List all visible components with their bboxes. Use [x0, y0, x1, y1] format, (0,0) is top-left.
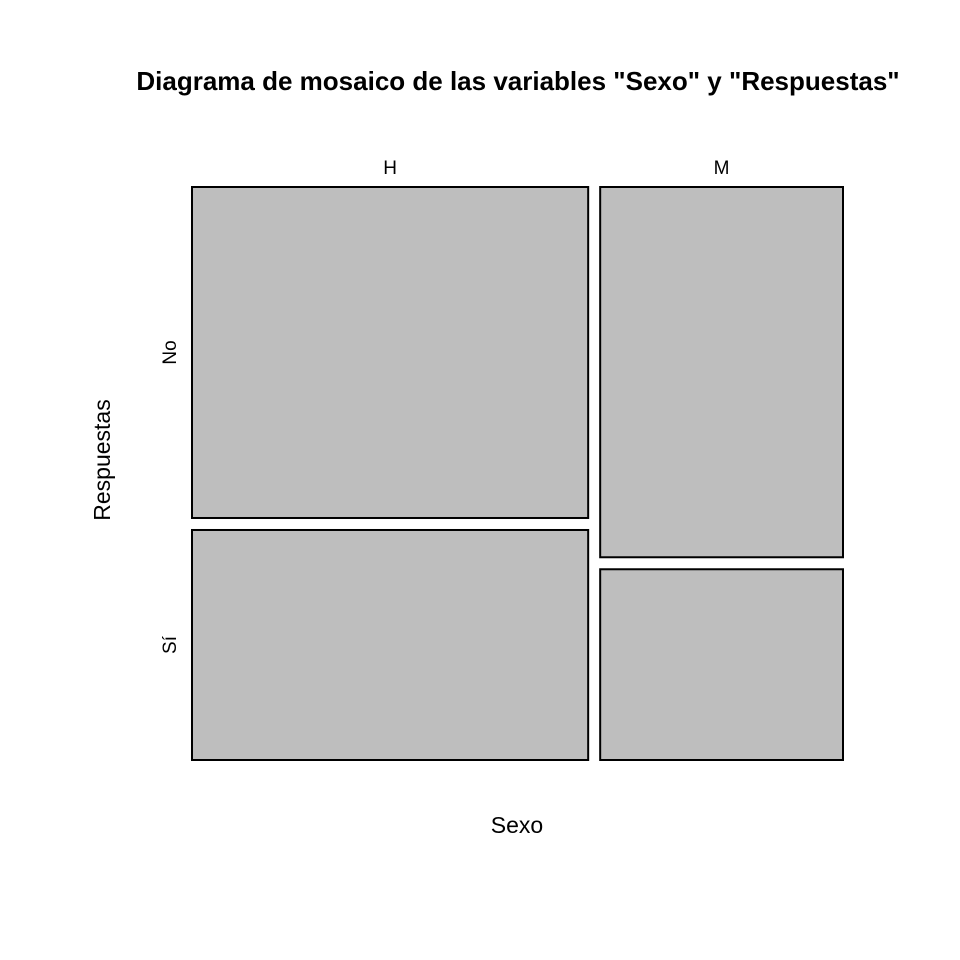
- x-level-label-0: H: [383, 158, 397, 179]
- y-axis-label: Respuestas: [89, 399, 115, 520]
- y-level-label-1: Sí: [160, 635, 181, 654]
- mosaic-tiles: [191, 186, 844, 762]
- x-axis-label: Sexo: [491, 812, 543, 838]
- x-level-label-1: M: [714, 158, 730, 179]
- mosaic-tile-1-0: [599, 186, 844, 559]
- chart-title: Diagrama de mosaico de las variables "Se…: [136, 66, 899, 96]
- y-level-label-0: No: [160, 340, 181, 364]
- mosaic-tile-0-1: [191, 528, 590, 761]
- mosaic-tile-1-1: [599, 568, 844, 762]
- y-level-labels: No Sí: [160, 340, 181, 654]
- mosaic-tile-0-0: [191, 186, 590, 519]
